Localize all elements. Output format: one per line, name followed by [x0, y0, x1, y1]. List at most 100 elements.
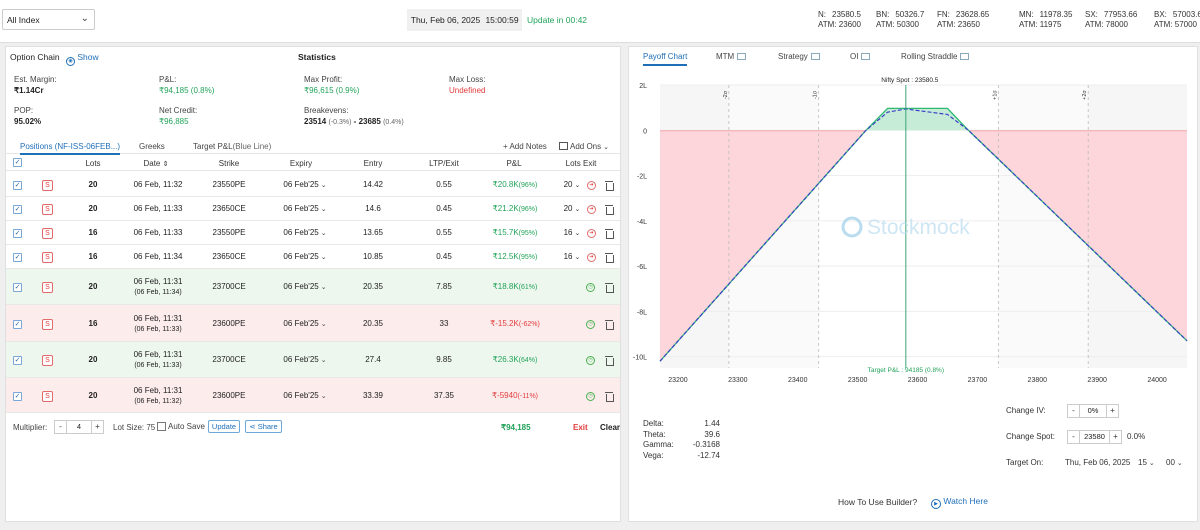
table-row[interactable]: ✓ S 16 06 Feb, 11:34 23650CE 06 Feb'25 ⌄ 10.85 0… [6, 245, 620, 269]
row-expiry[interactable]: 06 Feb'25 ⌄ [280, 355, 330, 364]
decrement-button[interactable]: - [55, 421, 67, 433]
table-row[interactable]: ✓ S 16 06 Feb, 11:33 23550PE 06 Feb'25 ⌄ 13.65 0… [6, 221, 620, 245]
delete-icon[interactable] [605, 205, 614, 215]
table-row[interactable]: ✓ S 16 06 Feb, 11:31 (06 Feb, 11:33) 23600PE 0… [6, 305, 620, 342]
multiplier-stepper[interactable]: - 4 + [54, 420, 104, 434]
row-expiry-value: 06 Feb'25 [283, 282, 319, 291]
delete-icon[interactable] [605, 229, 614, 239]
ticker-name: BX: [1154, 10, 1167, 19]
tab-oi[interactable]: OI [850, 52, 871, 61]
ticker-name: FN: [937, 10, 950, 19]
table-row[interactable]: ✓ S 20 06 Feb, 11:31 (06 Feb, 11:33) 23700CE 0… [6, 342, 620, 378]
net-credit-label: Net Credit: [159, 106, 198, 115]
table-row[interactable]: ✓ S 20 06 Feb, 11:31 (06 Feb, 11:32) 23600PE 0… [6, 378, 620, 413]
delete-icon[interactable] [605, 253, 614, 263]
share-button[interactable]: ⋖ Share [245, 420, 282, 433]
exit-lots-select[interactable]: 16 ⌄ [561, 252, 583, 261]
row-checkbox[interactable]: ✓ [13, 356, 22, 365]
delete-icon[interactable] [605, 356, 614, 366]
row-expiry[interactable]: 06 Feb'25 ⌄ [280, 319, 330, 328]
show-link[interactable]: Show [77, 52, 99, 62]
row-expiry[interactable]: 06 Feb'25 ⌄ [280, 282, 330, 291]
exit-lots-select[interactable]: 16 ⌄ [561, 228, 583, 237]
table-row[interactable]: ✓ S 20 06 Feb, 11:33 23650CE 06 Feb'25 ⌄ 14.6 0.… [6, 197, 620, 221]
iv-increment-button[interactable]: + [1106, 405, 1118, 417]
select-all-checkbox[interactable]: ✓ [13, 158, 22, 167]
change-iv-stepper[interactable]: - 0% + [1067, 404, 1119, 418]
chevron-down-icon: ⌄ [320, 393, 327, 400]
ticker-atm-value: 57000 [1174, 20, 1197, 29]
add-notes-button[interactable]: + Add Notes [503, 142, 547, 151]
change-spot-value[interactable]: 23580 [1084, 432, 1105, 441]
row-checkbox[interactable]: ✓ [13, 253, 22, 262]
exit-lots-select[interactable]: 20 ⌄ [561, 180, 583, 189]
col-ltp: LTP/Exit [429, 159, 459, 168]
delete-icon[interactable] [605, 181, 614, 191]
change-spot-stepper[interactable]: - 23580 + [1067, 430, 1122, 444]
ticker-atm-label: ATM: [1019, 20, 1038, 29]
watch-here-link[interactable]: ▶ Watch Here [931, 496, 988, 509]
x-tick-label: 23500 [848, 377, 868, 384]
table-row[interactable]: ✓ S 20 06 Feb, 11:31 (06 Feb, 11:34) 23700CE 0… [6, 269, 620, 305]
row-checkbox[interactable]: ✓ [13, 205, 22, 214]
row-entry: 14.42 [362, 180, 384, 189]
table-row[interactable]: ✓ S 20 06 Feb, 11:32 23550PE 06 Feb'25 ⌄ 14.42 0… [6, 172, 620, 197]
auto-save-toggle[interactable]: Auto Save [157, 422, 205, 431]
exit-position-icon[interactable]: ➜ [587, 229, 596, 238]
option-chain-link[interactable]: Option Chain ◉ Show [10, 52, 99, 66]
ticker-value: 77953.66 [1103, 10, 1138, 19]
pnl-value: ₹94,185 (0.8%) [159, 86, 214, 95]
row-expiry[interactable]: 06 Feb'25 ⌄ [280, 204, 330, 213]
delete-icon[interactable] [605, 283, 614, 293]
row-expiry[interactable]: 06 Feb'25 ⌄ [280, 391, 330, 400]
chart-icon [810, 53, 820, 60]
tab-strategy[interactable]: Strategy [778, 52, 820, 61]
current-date: Thu, Feb 06, 2025 [407, 9, 484, 31]
delete-icon[interactable] [605, 392, 614, 402]
exit-position-icon[interactable]: ➜ [587, 253, 596, 262]
row-expiry-value: 06 Feb'25 [283, 252, 319, 261]
payoff-chart[interactable]: 2L 0 -2L -4L -6L -8L -10L -2σ -1σ +1σ +2σ Nifty Spo… [629, 47, 1199, 387]
spot-decrement-button[interactable]: - [1068, 431, 1080, 443]
y-tick-label: 2L [639, 83, 647, 90]
clear-button[interactable]: Clear [600, 423, 621, 432]
row-checkbox[interactable]: ✓ [13, 320, 22, 329]
row-checkbox[interactable]: ✓ [13, 392, 22, 401]
share-label: Share [257, 422, 278, 431]
tab-mtm[interactable]: MTM [716, 52, 747, 61]
chevron-down-icon: ⌄ [574, 206, 581, 213]
multiplier-value[interactable]: 4 [76, 422, 82, 431]
row-expiry[interactable]: 06 Feb'25 ⌄ [280, 252, 330, 261]
tab-greeks[interactable]: Greeks [139, 142, 165, 151]
row-pnl-percent: (64%) [518, 357, 538, 364]
exit-position-icon[interactable]: ➜ [587, 205, 596, 214]
iv-decrement-button[interactable]: - [1068, 405, 1080, 417]
row-checkbox[interactable]: ✓ [13, 181, 22, 190]
exit-position-icon[interactable]: ➜ [587, 181, 596, 190]
tab-payoff-chart[interactable]: Payoff Chart [643, 52, 688, 66]
exit-button[interactable]: Exit [573, 423, 588, 432]
change-iv-value[interactable]: 0% [1087, 406, 1099, 415]
tab-target-pnl[interactable]: Target P&L(Blue Line) [193, 142, 271, 151]
delete-icon[interactable] [605, 320, 614, 330]
update-button[interactable]: Update [208, 420, 240, 433]
exit-lots-select[interactable]: 20 ⌄ [561, 204, 583, 213]
exit-lots-value: 20 [563, 180, 573, 189]
index-select[interactable]: All Index ⌄ [2, 9, 95, 30]
row-option-type: CE [234, 355, 246, 364]
target-on-date[interactable]: Thu, Feb 06, 2025 [1065, 458, 1131, 467]
row-checkbox[interactable]: ✓ [13, 283, 22, 292]
increment-button[interactable]: + [91, 421, 103, 433]
row-expiry[interactable]: 06 Feb'25 ⌄ [280, 228, 330, 237]
target-hour-select[interactable]: 15 ⌄ [1138, 458, 1155, 467]
tab-rolling-straddle[interactable]: Rolling Straddle [901, 52, 970, 61]
add-ons-button[interactable]: Add Ons ⌄ [559, 142, 609, 151]
ticker-name: MN: [1019, 10, 1034, 19]
auto-save-checkbox[interactable] [157, 422, 166, 431]
tab-positions[interactable]: Positions (NF-ISS-06FEB...) [20, 142, 121, 155]
col-date[interactable]: Date ⇕ [136, 159, 176, 168]
spot-increment-button[interactable]: + [1109, 431, 1121, 443]
row-checkbox[interactable]: ✓ [13, 229, 22, 238]
target-minute-select[interactable]: 00 ⌄ [1166, 458, 1183, 467]
row-expiry[interactable]: 06 Feb'25 ⌄ [280, 180, 330, 189]
